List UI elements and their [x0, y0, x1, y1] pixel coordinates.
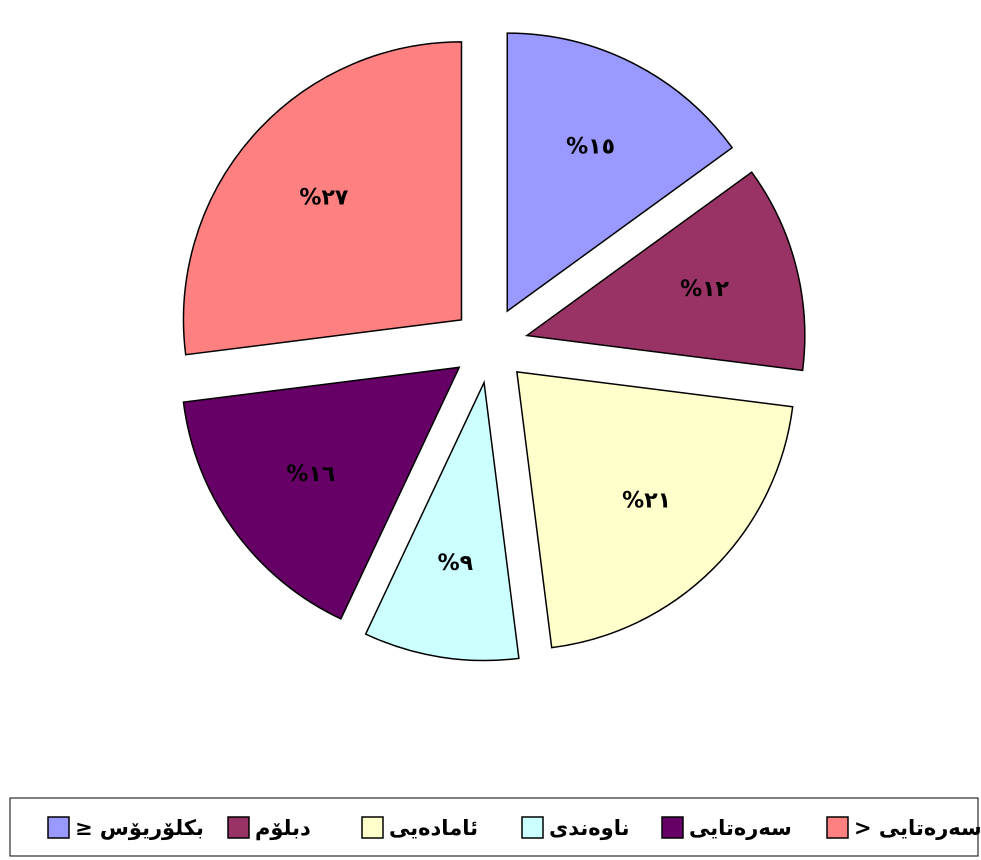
slice-label: %٢١	[622, 489, 671, 514]
legend-label: > سەرەتایی	[854, 816, 981, 840]
legend-box	[9, 797, 979, 857]
legend-label: دبلۆم	[255, 816, 311, 840]
legend-label: ناوەندی	[549, 816, 629, 840]
slice-label: %٩	[438, 551, 473, 576]
slice-label: %١٢	[680, 277, 729, 302]
legend-swatch	[826, 816, 849, 839]
legend-swatch	[47, 816, 70, 839]
slice-label: %٢٧	[299, 186, 348, 211]
legend-swatch	[661, 816, 684, 839]
slice-label: %١٥	[566, 135, 615, 160]
legend-swatch	[361, 816, 384, 839]
pie-slice	[182, 41, 463, 356]
pie-slice	[182, 366, 461, 620]
pie-slice	[516, 371, 794, 649]
pie-slice	[364, 379, 520, 662]
legend-label: سەرەتایی	[689, 816, 792, 840]
slice-label: %١٦	[286, 462, 335, 487]
legend-swatch	[227, 816, 250, 839]
legend-label: ئامادەیی	[389, 816, 478, 840]
legend-swatch	[521, 816, 544, 839]
legend-label: ≥ بکلۆریۆس	[75, 816, 204, 840]
pie-slice	[506, 32, 734, 313]
pie-slice	[524, 171, 806, 372]
